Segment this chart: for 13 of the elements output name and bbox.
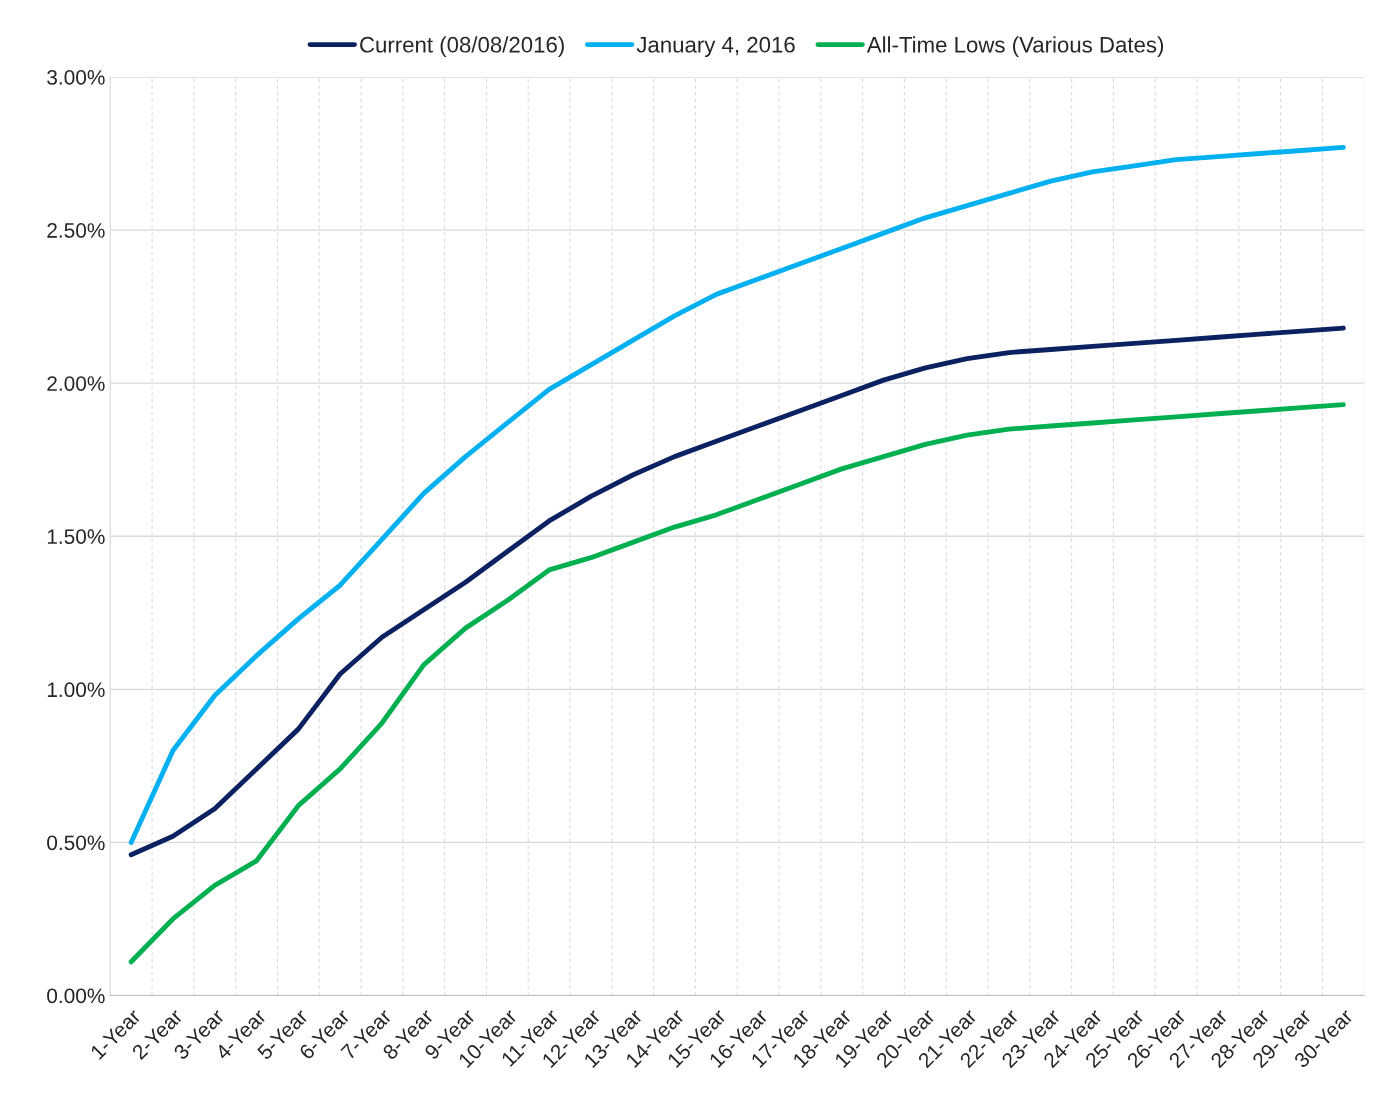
line-series [128, 144, 1346, 845]
y-tick-label: 0.00% [47, 988, 105, 1004]
line-series [128, 325, 1346, 858]
line-series [128, 402, 1346, 965]
y-tick-label: 3.00% [47, 70, 105, 85]
y-tick-label: 1.50% [47, 529, 105, 544]
y-tick-label: 2.50% [47, 223, 105, 238]
legend-label: Current (08/08/2016) [360, 36, 564, 57]
y-tick-label: 2.00% [47, 376, 105, 391]
legend-label: January 4, 2016 [636, 36, 795, 57]
legend-label: All-Time Lows (Various Dates) [866, 36, 1164, 57]
y-tick-label: 0.50% [47, 835, 105, 851]
y-tick-label: 1.00% [47, 682, 105, 698]
